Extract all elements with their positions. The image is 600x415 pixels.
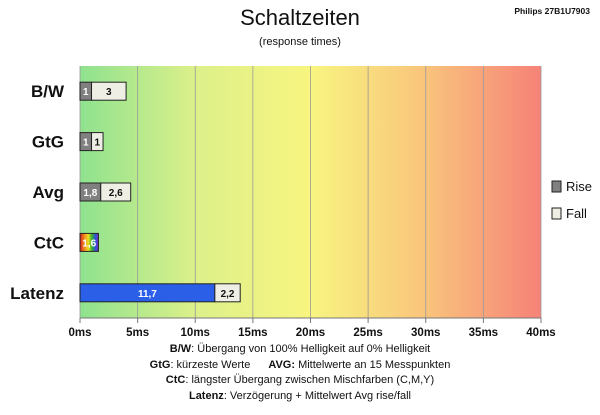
bar-fall (100, 182, 132, 202)
legend-label-fall: Fall (566, 206, 587, 221)
note-avg-key: AVG: (268, 358, 296, 371)
legend-swatch-rise (551, 180, 562, 193)
note-gtg-text: : kürzeste Werte (170, 358, 251, 371)
category-label: Avg (33, 183, 65, 202)
bar-rise-label: 1,8 (83, 188, 97, 199)
x-tick-label: 30ms (411, 327, 440, 339)
x-tick-label: 10ms (181, 327, 210, 339)
monitor-model: Philips 27B1U7903 (514, 6, 590, 16)
category-label: CtC (34, 233, 64, 252)
bar-fall-label: 2,6 (109, 188, 123, 199)
x-tick-label: 15ms (238, 327, 267, 339)
bar-rise-label: 1 (83, 87, 89, 98)
note-latenz-text: : Verzögerung + Mittelwert Avg rise/fall (223, 389, 412, 402)
bar-rise-label: 1 (83, 138, 89, 149)
note-gtg-avg: GtG: kürzeste Werte AVG: Mittelwerte an 1… (0, 358, 600, 374)
category-label: B/W (31, 82, 65, 101)
legend-label-rise: Rise (566, 179, 592, 194)
note-bw-text: : Übergang von 100% Helligkeit auf 0% He… (191, 343, 431, 355)
bar-fall-label: 3 (106, 87, 112, 98)
notes: B/W: Übergang von 100% Helligkeit auf 0%… (0, 342, 600, 404)
bar-rise-label: 11,7 (138, 289, 157, 300)
note-ctc-text: : längster Übergang zwischen Mischfarben… (185, 374, 435, 386)
note-latenz: Latenz: Verzögerung + Mittelwert Avg ris… (0, 389, 600, 405)
x-tick-label: 35ms (469, 327, 498, 339)
bar-rise-label: 1,6 (82, 238, 96, 249)
category-label: Latenz (10, 284, 64, 303)
bar-fall (214, 283, 241, 303)
category-label: GtG (32, 133, 64, 152)
x-tick-label: 0ms (68, 327, 91, 339)
bar-fall (91, 132, 104, 152)
x-tick-label: 25ms (353, 327, 382, 339)
x-tick-label: 20ms (296, 327, 325, 339)
chart-title: Schaltzeiten (240, 5, 360, 30)
bar-rise (79, 232, 99, 252)
x-tick-label: 40ms (526, 327, 555, 339)
bar-fall (91, 81, 127, 101)
note-bw-key: B/W (169, 343, 192, 355)
x-tick-label: 5ms (126, 327, 149, 339)
note-ctc: CtC: längster Übergang zwischen Mischfar… (0, 373, 600, 389)
note-bw: B/W: Übergang von 100% Helligkeit auf 0%… (0, 342, 600, 358)
bar-fall-label: 2,2 (221, 289, 235, 300)
note-latenz-key: Latenz (188, 389, 224, 402)
legend-swatch-fall (551, 207, 562, 220)
note-gtg-key: GtG (149, 358, 171, 371)
note-avg-text: Mittelwerte an 15 Messpunkten (295, 358, 451, 371)
note-ctc-key: CtC (165, 374, 186, 386)
bar-fall-label: 1 (95, 138, 101, 149)
chart-subtitle: (response times) (259, 36, 341, 48)
